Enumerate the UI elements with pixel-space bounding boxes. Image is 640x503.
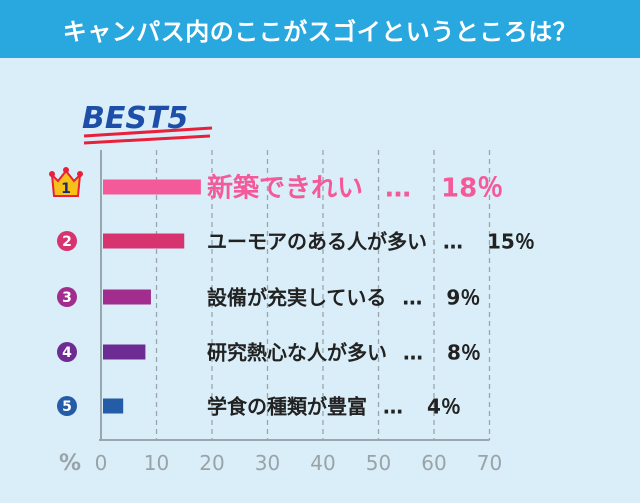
bar-separator-5: … bbox=[383, 394, 403, 418]
bar-4 bbox=[103, 344, 146, 360]
tick-label-10: 10 bbox=[144, 451, 169, 475]
rank-circle-2 bbox=[57, 231, 77, 251]
tick-label-20: 20 bbox=[199, 451, 224, 475]
data-label-3: 9％ bbox=[446, 285, 480, 309]
bar-label-5: 学食の種類が豊富 bbox=[207, 394, 367, 418]
bar-5 bbox=[103, 398, 124, 414]
crown-ball-right bbox=[77, 171, 83, 177]
rank-number-5: 5 bbox=[62, 399, 72, 415]
bar-label-4: 研究熱心な人が多い bbox=[207, 340, 387, 364]
page-title: キャンパス内のここがスゴイというところは？ bbox=[62, 17, 578, 46]
rank-number-4: 4 bbox=[62, 345, 72, 361]
bar-2 bbox=[103, 233, 185, 249]
axis-unit-label: % bbox=[59, 451, 81, 476]
bar-label-3: 設備が充実している bbox=[207, 285, 386, 309]
tick-label-30: 30 bbox=[255, 451, 280, 475]
data-label-5: 4％ bbox=[427, 394, 461, 418]
data-label-1: 18％ bbox=[441, 174, 503, 204]
bar-separator-3: … bbox=[402, 285, 422, 309]
badge-underline-1 bbox=[83, 126, 213, 138]
tick-label-50: 50 bbox=[366, 451, 391, 475]
tick-label-40: 40 bbox=[310, 451, 335, 475]
crown-ball-mid bbox=[63, 167, 69, 173]
tick-label-60: 60 bbox=[421, 451, 446, 475]
tick-label-0: 0 bbox=[95, 451, 108, 475]
badge-underline-2 bbox=[83, 134, 211, 145]
rank-number-1: 1 bbox=[61, 181, 71, 197]
rank-number-2: 2 bbox=[62, 234, 72, 250]
rank-circle-5 bbox=[57, 396, 77, 416]
rank-circle-4 bbox=[57, 342, 77, 362]
bar-3 bbox=[103, 289, 151, 305]
data-label-4: 8％ bbox=[447, 340, 481, 364]
data-label-2: 15％ bbox=[487, 229, 535, 253]
crown-icon bbox=[50, 169, 82, 197]
bar-label-2: ユーモアのある人が多い bbox=[207, 229, 427, 253]
bar-1 bbox=[103, 179, 201, 195]
bar-separator-4: … bbox=[403, 340, 423, 364]
bar-label-1: 新築できれい bbox=[207, 173, 363, 204]
tick-label-70: 70 bbox=[477, 451, 502, 475]
rank-circle-3 bbox=[57, 287, 77, 307]
rank-number-3: 3 bbox=[62, 290, 72, 306]
bar-separator-2: … bbox=[443, 229, 463, 253]
bar-separator-1: … bbox=[385, 174, 411, 204]
crown-ball-left bbox=[49, 171, 55, 177]
header-bar: キャンパス内のここがスゴイというところは？ bbox=[0, 0, 640, 58]
